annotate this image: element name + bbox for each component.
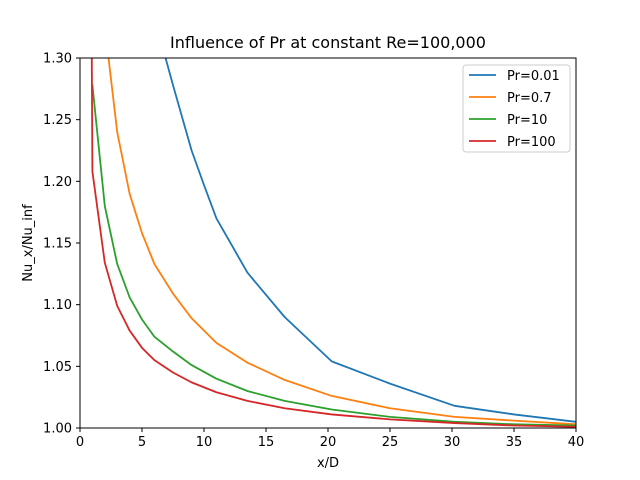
x-tick-label: 15 [258,435,275,450]
y-tick-label: 1.00 [43,422,72,437]
legend-label: Pr=0.7 [507,91,552,106]
x-tick-label: 0 [76,435,84,450]
legend-label: Pr=10 [507,113,547,128]
x-tick-label: 20 [320,435,337,450]
series-line-3 [91,84,576,427]
y-tick-label: 1.10 [43,298,72,313]
x-tick-label: 5 [138,435,146,450]
legend-box [462,64,571,153]
x-tick-label: 35 [506,435,523,450]
chart-title: Influence of Pr at constant Re=100,000 [170,33,486,52]
y-tick-label: 1.05 [43,360,72,375]
y-tick-label: 1.30 [43,52,72,67]
y-tick-label: 1.25 [43,113,72,128]
x-tick-label: 30 [444,435,461,450]
legend: Pr=0.01 Pr=0.7 Pr=10 Pr=100 [462,64,571,153]
y-tick-label: 1.20 [43,175,72,190]
y-axis-label: Nu_x/Nu_inf [21,204,36,282]
series-line-4 [90,58,576,428]
x-axis: 0 5 10 15 20 25 30 35 40 [76,428,584,450]
y-axis: 1.00 1.05 1.10 1.15 1.20 1.25 1.30 [43,52,80,437]
x-tick-label: 10 [196,435,213,450]
x-axis-label: x/D [317,456,339,471]
series-line-1 [164,58,576,423]
y-tick-label: 1.15 [43,237,72,252]
series-line-2 [107,58,576,426]
x-tick-label: 25 [382,435,399,450]
legend-label: Pr=100 [507,135,556,150]
series-layer [90,58,576,428]
legend-label: Pr=0.01 [507,69,560,84]
x-tick-label: 40 [568,435,585,450]
